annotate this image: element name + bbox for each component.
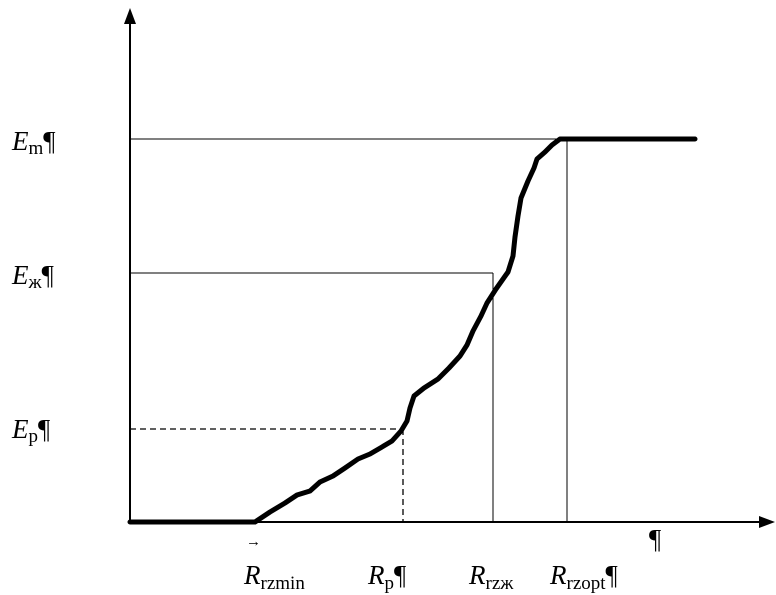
label-rzzh: Rrzж [468, 560, 514, 594]
label-rzopt: Rrzopt¶ [549, 560, 618, 594]
axis-end-mark: ¶ [649, 524, 661, 554]
label-em: Em¶ [11, 126, 56, 159]
rzmin-arrow-icon: → [246, 534, 261, 550]
label-ep: Ep¶ [11, 414, 50, 447]
label-ezh: Eж¶ [11, 260, 54, 293]
y-axis-arrow-icon [124, 8, 136, 24]
x-axis-arrow-icon [759, 516, 775, 528]
label-rp: Rp¶ [367, 560, 406, 594]
label-rzmin: Rrzmin [243, 560, 305, 594]
response-curve [127, 136, 698, 525]
